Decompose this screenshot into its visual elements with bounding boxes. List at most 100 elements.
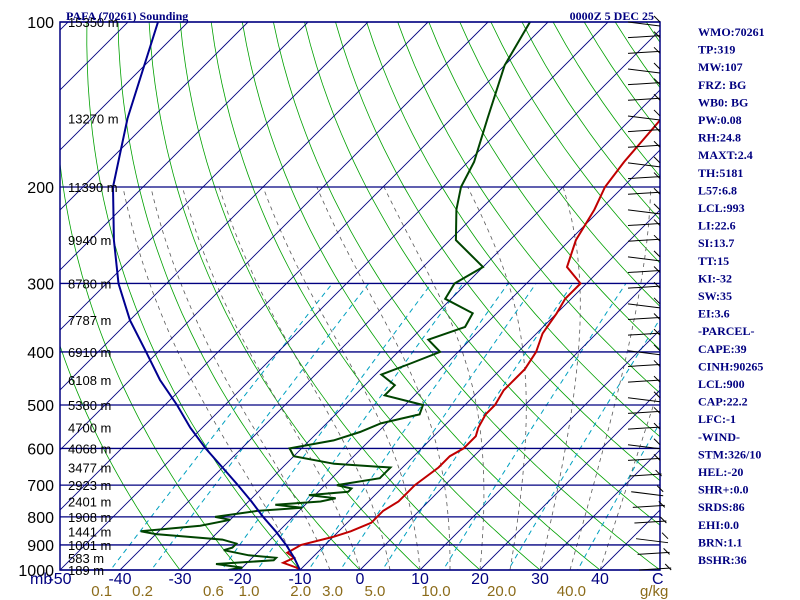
height-label: 189 m bbox=[68, 563, 104, 578]
height-label: 13270 m bbox=[68, 111, 119, 126]
index-entry: SRDS:86 bbox=[698, 500, 745, 514]
wind-barb bbox=[627, 129, 661, 133]
height-label: 1001 m bbox=[68, 538, 111, 553]
mixing-ratio-label: 20.0 bbox=[487, 583, 516, 600]
isotherm bbox=[539, 449, 660, 570]
temperature-unit-label: C bbox=[652, 571, 664, 588]
index-entry: PW:0.08 bbox=[698, 113, 742, 127]
wind-barb bbox=[627, 191, 661, 195]
temperature-label: 40 bbox=[591, 571, 609, 588]
moist-adiabat bbox=[316, 186, 451, 570]
dry-adiabat bbox=[740, 22, 800, 582]
temperature-label: -20 bbox=[228, 571, 251, 588]
wind-barb-flag bbox=[653, 62, 661, 70]
index-entry: CAP:22.2 bbox=[698, 395, 748, 409]
pressure-label: 400 bbox=[27, 345, 54, 362]
isotherm bbox=[119, 29, 660, 570]
index-entry: LCL:993 bbox=[698, 201, 745, 215]
wind-barb-flag bbox=[653, 93, 661, 101]
wind-barb bbox=[631, 491, 664, 497]
wind-barb bbox=[632, 504, 665, 508]
index-entry: LCL:900 bbox=[698, 377, 745, 391]
dry-adiabat bbox=[771, 22, 800, 582]
wind-barb bbox=[635, 538, 669, 544]
wind-barb-flag bbox=[653, 15, 661, 23]
isotherm bbox=[60, 22, 309, 271]
wind-barb-flag bbox=[653, 46, 661, 54]
dry-adiabat bbox=[366, 22, 660, 438]
mixing-ratio-line bbox=[109, 283, 333, 570]
mixing-ratio-line bbox=[577, 421, 660, 570]
mixing-ratio-unit-label: g/kg bbox=[640, 583, 668, 600]
mixing-ratio-label: 1.0 bbox=[239, 583, 260, 600]
wind-barb-flag bbox=[653, 266, 661, 273]
index-entry: SW:35 bbox=[698, 289, 732, 303]
dry-adiabat bbox=[210, 22, 541, 570]
temperature-label: -40 bbox=[108, 571, 131, 588]
pressure-label: 800 bbox=[27, 510, 54, 527]
wind-barb-flag bbox=[653, 344, 661, 352]
wind-barb-flag bbox=[653, 375, 661, 383]
index-entry: MAXT:2.4 bbox=[698, 148, 753, 162]
isotherm bbox=[60, 22, 549, 511]
isotherm bbox=[299, 209, 660, 570]
index-entry: MW:107 bbox=[698, 60, 743, 74]
index-entry: CAPE:39 bbox=[698, 342, 747, 356]
index-entry: CINH:90265 bbox=[698, 359, 763, 373]
dry-adiabat bbox=[583, 22, 660, 133]
wind-barb-flag bbox=[653, 187, 661, 195]
index-entry: HEL:-20 bbox=[698, 465, 743, 479]
mixing-ratio-label: 0.1 bbox=[91, 583, 112, 600]
height-label: 11390 m bbox=[68, 180, 118, 195]
mixing-ratio-label: 2.0 bbox=[290, 583, 311, 600]
temperature-label: 10 bbox=[411, 571, 429, 588]
wind-barb bbox=[634, 520, 667, 524]
temperature-tick-labels: -50 -40 -30 -20 -10 0 10 20 30 40 bbox=[48, 571, 609, 588]
sounding-line-0 bbox=[280, 118, 660, 570]
wind-barb-flag bbox=[653, 360, 661, 367]
height-label: 4700 m bbox=[68, 421, 111, 436]
pressure-label: 1000 bbox=[18, 563, 54, 580]
wind-barb-flag bbox=[653, 391, 661, 399]
mixing-ratio-line bbox=[307, 283, 509, 570]
dry-adiabat bbox=[304, 22, 660, 526]
wind-barb bbox=[627, 350, 661, 356]
height-label: 583 m bbox=[68, 551, 104, 566]
wind-barb-flag bbox=[653, 78, 661, 85]
wind-barb bbox=[637, 551, 670, 555]
wind-barb bbox=[627, 316, 661, 320]
wind-barb bbox=[627, 332, 661, 336]
wind-barb bbox=[627, 162, 661, 168]
temperature-label: -50 bbox=[48, 571, 71, 588]
pressure-label: 100 bbox=[27, 15, 54, 32]
height-label: 1441 m bbox=[68, 524, 111, 539]
isotherm bbox=[60, 22, 609, 570]
mixing-ratio-label: 10.0 bbox=[421, 583, 450, 600]
wind-barb bbox=[627, 444, 661, 450]
dry-adiabat bbox=[459, 22, 660, 307]
wind-barb-flag bbox=[653, 31, 661, 39]
mixing-ratio-line bbox=[381, 283, 574, 570]
sounding-line-1 bbox=[140, 22, 531, 570]
wind-barb-flag bbox=[653, 328, 661, 336]
wind-barb-flag bbox=[653, 172, 661, 179]
wind-barb-column bbox=[627, 15, 672, 571]
wind-barb bbox=[627, 97, 661, 101]
wind-barb-flag bbox=[653, 156, 661, 164]
index-entry: BRN:1.1 bbox=[698, 535, 742, 549]
wind-barb bbox=[627, 144, 661, 148]
dry-adiabat bbox=[86, 22, 301, 570]
wind-barb bbox=[627, 68, 661, 74]
height-label: 7787 m bbox=[68, 313, 111, 328]
wind-barb-flag bbox=[663, 547, 670, 555]
mixing-ratio-label: 0.2 bbox=[132, 583, 153, 600]
isotherm bbox=[0, 22, 8, 570]
index-entry: SHR+:0.0 bbox=[698, 483, 749, 497]
wind-barb bbox=[627, 82, 661, 86]
temperature-label: -10 bbox=[288, 571, 311, 588]
isotherm bbox=[359, 269, 660, 570]
isotherm bbox=[60, 22, 189, 151]
index-entry: KI:-32 bbox=[698, 271, 732, 285]
index-entry: FRZ: BG bbox=[698, 78, 746, 92]
